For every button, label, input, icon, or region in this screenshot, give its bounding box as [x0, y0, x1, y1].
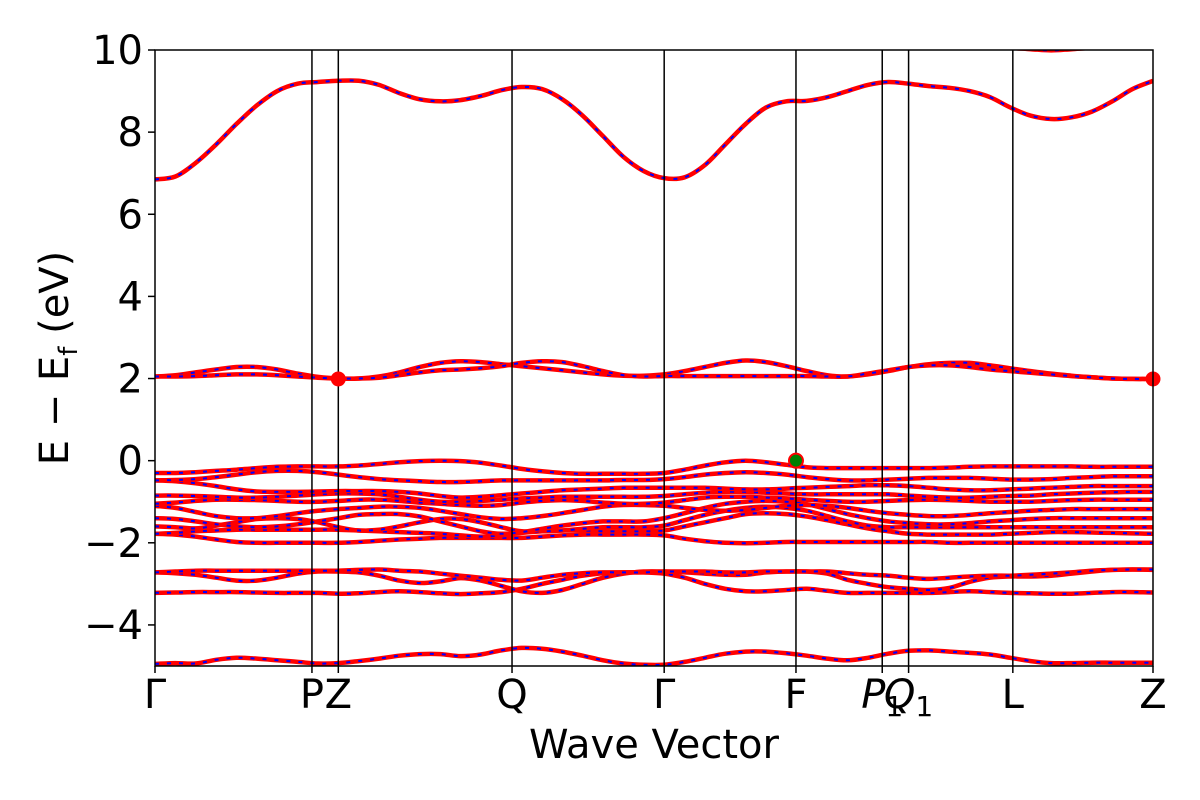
band-line-dash-16 [155, 79, 1153, 181]
x-tick-label-4: Γ [653, 672, 676, 718]
y-axis-title-main: E − E [32, 356, 78, 466]
x-tick-label-5: F [784, 672, 807, 718]
vbm-marker-2 [787, 452, 804, 469]
band-line-dash-6 [155, 505, 1153, 533]
y-axis-title-sub: f [54, 346, 84, 356]
x-tick-label-6: P1 [861, 672, 903, 723]
band-line-4 [155, 531, 1153, 546]
extrema-markers [330, 371, 1161, 469]
x-axis-title: Wave Vector [529, 722, 780, 768]
x-tick-label-8: L [1002, 672, 1025, 718]
band-line-9 [155, 494, 1153, 509]
y-axis-title-unit: (eV) [32, 251, 78, 347]
band-line-0 [155, 645, 1153, 666]
band-line-dash-14 [155, 359, 1153, 380]
plot-frame [154, 49, 1154, 667]
band-line-13 [155, 458, 1153, 477]
y-tick-label-0: −4 [84, 603, 143, 649]
band-line-dash-7 [155, 499, 1153, 535]
band-line-16 [155, 78, 1153, 182]
y-axis-title: E − Ef (eV) [32, 251, 84, 466]
band-line-10 [155, 489, 1153, 505]
x-tick-label-3: Q [496, 672, 527, 718]
band-line-12 [155, 468, 1153, 485]
y-tick-label-5: 6 [118, 192, 143, 238]
y-axis: −4 −2 0 2 4 6 8 10 [84, 28, 155, 649]
y-tick-label-6: 8 [118, 110, 143, 156]
band-line-3 [155, 567, 1153, 583]
y-tick-label-7: 10 [92, 28, 143, 74]
x-tick-label-1: P [300, 672, 324, 718]
kpoint-lines [311, 50, 1014, 666]
y-tick-label-3: 2 [118, 357, 143, 403]
x-tick-label-2: Z [325, 672, 352, 718]
band-line-5 [155, 510, 1153, 539]
x-tick-label-9: Z [1139, 672, 1166, 718]
y-tick-label-2: 0 [118, 439, 143, 485]
x-tick-label-0: Γ [144, 672, 167, 718]
y-tick-label-4: 4 [118, 274, 143, 320]
band-line-15 [155, 358, 1153, 382]
band-line-11 [155, 478, 1153, 500]
bands-layer [155, 50, 1153, 666]
cbm-marker-0 [330, 371, 346, 387]
y-tick-label-1: −2 [84, 521, 143, 567]
x-tick-label-7: Q1 [884, 672, 933, 723]
